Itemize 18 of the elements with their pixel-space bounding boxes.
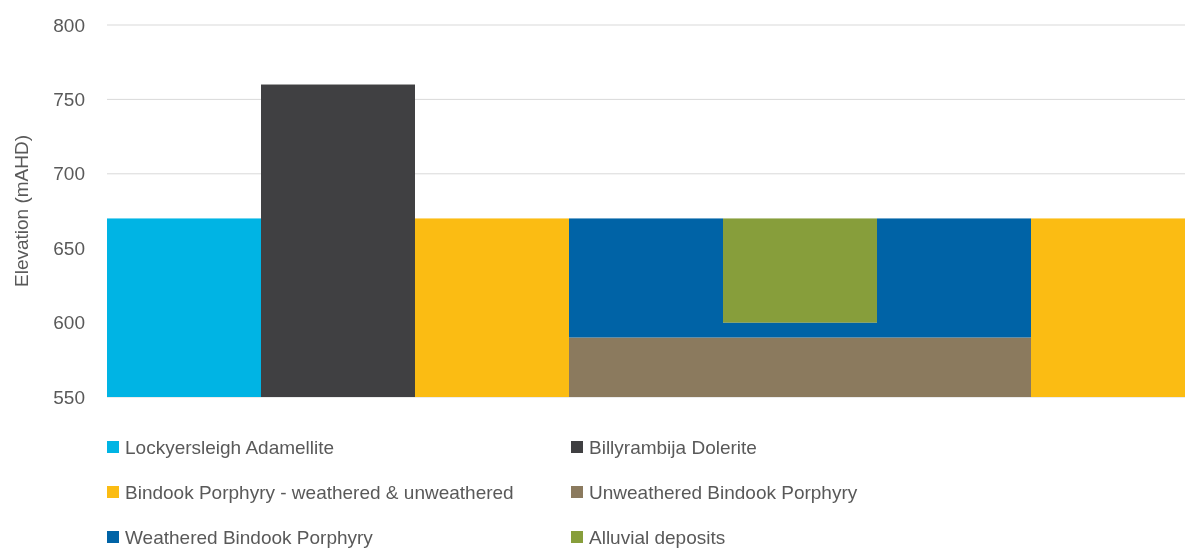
legend-label: Unweathered Bindook Porphyry [589,481,858,503]
legend-label: Bindook Porphyry - weathered & unweathered [125,481,514,503]
y-tick-label: 550 [53,386,85,408]
y-tick-label: 650 [53,237,85,259]
bar [261,84,415,397]
y-tick-label: 600 [53,312,85,334]
bar [415,218,569,397]
bar [723,218,877,323]
bar [1031,218,1185,397]
y-tick-label: 800 [53,14,85,36]
y-tick-label: 750 [53,89,85,111]
legend-label: Alluvial deposits [589,526,726,548]
legend-label: Billyrambija Dolerite [589,436,757,458]
y-tick-label: 700 [53,163,85,185]
bar [107,218,261,397]
legend-label: Weathered Bindook Porphyry [125,526,374,548]
legend-label: Lockyersleigh Adamellite [125,436,335,458]
y-axis-title: Elevation (mAHD) [11,134,32,288]
